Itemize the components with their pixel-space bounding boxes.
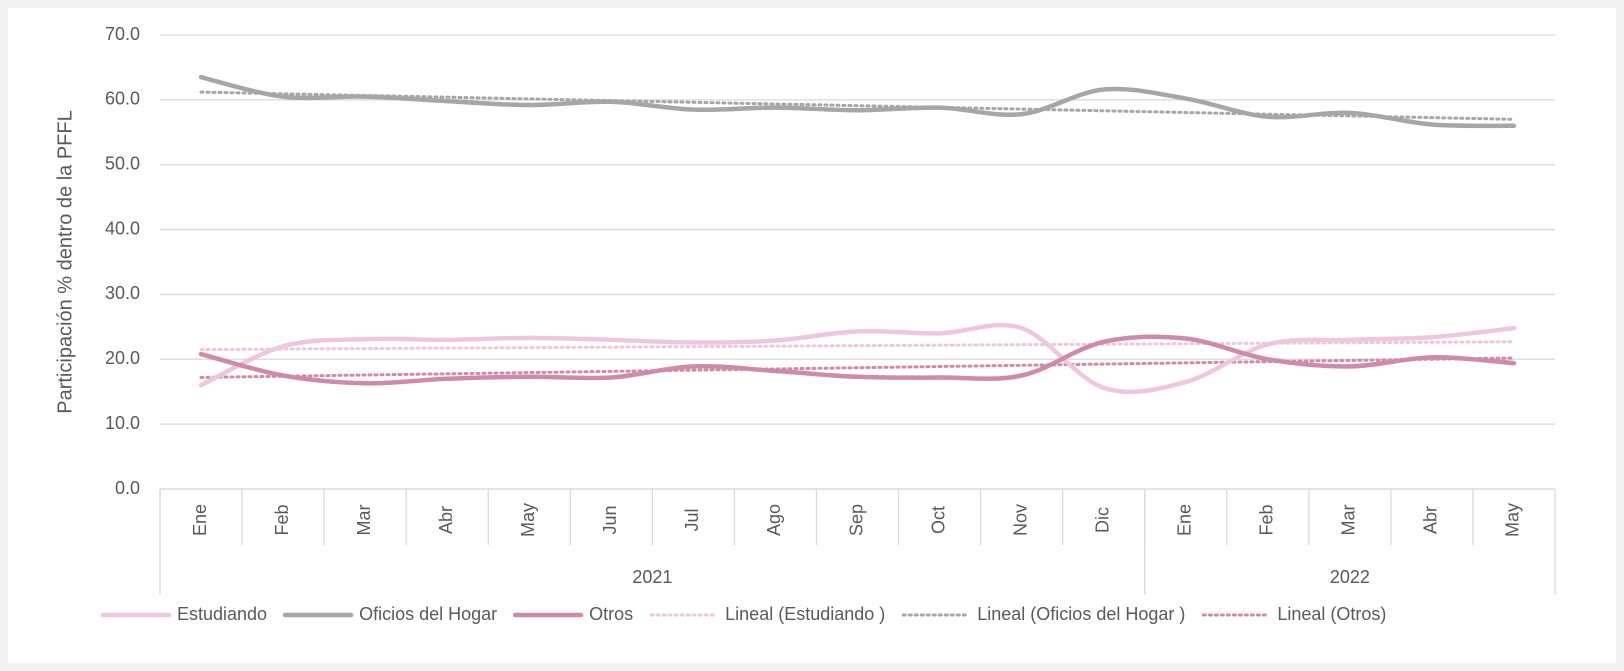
x-tick-label: Abr bbox=[436, 506, 456, 534]
x-tick-label: Oct bbox=[928, 506, 948, 534]
legend-label: Oficios del Hogar bbox=[359, 604, 497, 624]
y-tick-label: 70.0 bbox=[105, 24, 140, 44]
legend-label: Otros bbox=[589, 604, 633, 624]
y-tick-label: 60.0 bbox=[105, 89, 140, 109]
y-tick-label: 50.0 bbox=[105, 153, 140, 173]
y-tick-label: 10.0 bbox=[105, 413, 140, 433]
series-line bbox=[198, 334, 1517, 386]
series-line bbox=[198, 74, 1517, 129]
x-tick-label: May bbox=[518, 503, 538, 537]
trendline bbox=[199, 340, 1516, 352]
y-axis-label: Participación % dentro de la PFFL bbox=[54, 110, 76, 414]
y-tick-label: 20.0 bbox=[105, 348, 140, 368]
y-tick-label: 30.0 bbox=[105, 283, 140, 303]
y-tick-label: 0.0 bbox=[115, 478, 140, 498]
x-tick-label: May bbox=[1503, 503, 1523, 537]
x-tick-label: Nov bbox=[1010, 504, 1030, 536]
x-tick-label: Feb bbox=[272, 504, 292, 535]
x-tick-label: Mar bbox=[354, 504, 374, 535]
x-tick-label: Ene bbox=[190, 504, 210, 536]
x-tick-label: Dic bbox=[1092, 507, 1112, 533]
x-tick-label: Abr bbox=[1421, 506, 1441, 534]
group-label: 2022 bbox=[1330, 567, 1370, 587]
x-tick-label: Jul bbox=[682, 508, 702, 531]
x-tick-label: Mar bbox=[1339, 504, 1359, 535]
x-tick-label: Jun bbox=[600, 505, 620, 534]
legend-label: Lineal (Otros) bbox=[1277, 604, 1386, 624]
y-tick-label: 40.0 bbox=[105, 218, 140, 238]
legend-label: Lineal (Estudiando ) bbox=[725, 604, 885, 624]
x-tick-label: Ene bbox=[1174, 504, 1194, 536]
legend-label: Lineal (Oficios del Hogar ) bbox=[977, 604, 1185, 624]
x-tick-label: Sep bbox=[846, 504, 866, 536]
legend-label: Estudiando bbox=[177, 604, 267, 624]
group-label: 2021 bbox=[632, 567, 672, 587]
x-tick-label: Ago bbox=[764, 504, 784, 536]
x-tick-label: Feb bbox=[1257, 504, 1277, 535]
series-line bbox=[198, 322, 1517, 395]
